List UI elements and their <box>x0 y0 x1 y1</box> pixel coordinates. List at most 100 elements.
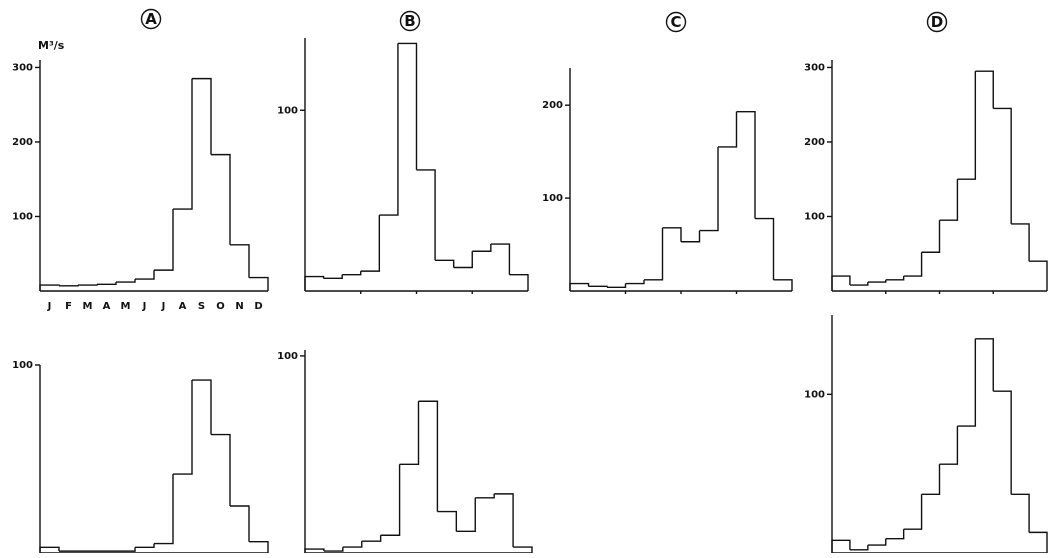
step-B-top-O <box>472 244 492 252</box>
step-B-top-N <box>490 243 511 275</box>
step-B-bottom-N <box>494 493 514 548</box>
step-A-top-O <box>211 153 231 245</box>
step-A-top-J <box>135 270 155 280</box>
step-A-top-A <box>97 282 117 285</box>
panel-letter-circle-A <box>140 8 162 30</box>
panel-B-top: 100 B <box>277 10 529 294</box>
panel-letter-B: B <box>404 12 415 30</box>
month-label-10: N <box>235 301 243 312</box>
step-D-bottom-S <box>975 338 994 392</box>
month-label-9: O <box>216 301 225 312</box>
step-B-top-J <box>304 275 325 291</box>
step-B-bottom-M <box>380 464 401 536</box>
y-tick-label-A-top-200: 200 <box>12 137 33 148</box>
step-D-bottom-J <box>939 426 959 465</box>
step-A-bottom-J <box>135 543 155 549</box>
step-C-top-J <box>681 230 701 243</box>
step-D-bottom-A <box>957 338 977 427</box>
step-D-top-M <box>903 252 923 277</box>
step-D-bottom-D <box>1029 531 1048 553</box>
panel-C-top: 100 200 C <box>542 11 793 294</box>
step-B-top-S <box>453 251 473 269</box>
panel-letter-D: D <box>931 13 943 31</box>
step-D-top-M <box>867 279 887 283</box>
step-C-top-A <box>625 279 645 285</box>
step-A-top-J <box>39 284 60 291</box>
step-C-top-J <box>662 227 682 242</box>
step-C-top-O <box>736 110 756 219</box>
step-C-top-A <box>699 146 719 232</box>
panel-A-bottom: 100 <box>12 360 269 554</box>
step-A-top-D <box>249 276 269 291</box>
y-tick-label-B-bottom-100: 100 <box>277 351 298 362</box>
step-B-bottom-J <box>304 548 325 553</box>
step-D-bottom-M <box>903 494 923 530</box>
step-B-bottom-J <box>399 401 420 466</box>
step-D-top-A <box>957 71 977 180</box>
labels-layer: M³/s <box>38 39 65 52</box>
step-B-bottom-D <box>513 546 533 553</box>
unit-label: M³/s <box>38 39 65 52</box>
step-A-top-S <box>192 77 212 155</box>
step-A-bottom-O <box>211 433 231 506</box>
month-label-6: J <box>161 301 166 312</box>
step-B-bottom-F <box>323 547 344 552</box>
month-label-2: M <box>83 301 93 312</box>
step-C-top-S <box>718 111 738 148</box>
step-A-bottom-J <box>39 546 60 553</box>
step-A-bottom-D <box>249 541 269 553</box>
month-label-7: A <box>179 301 187 312</box>
step-B-bottom-S <box>456 497 476 533</box>
step-D-top-N <box>1011 223 1030 262</box>
step-B-top-D <box>509 274 529 291</box>
y-tick-label-D-top-300: 300 <box>804 62 825 73</box>
step-D-top-A <box>885 276 905 281</box>
step-D-bottom-N <box>1011 493 1030 533</box>
y-tick-label-A-bottom-100: 100 <box>12 360 33 371</box>
month-label-5: J <box>142 301 147 312</box>
step-B-top-A <box>435 259 455 268</box>
step-D-bottom-O <box>993 390 1012 495</box>
step-D-bottom-J <box>921 464 941 495</box>
step-A-top-A <box>173 78 193 210</box>
step-B-top-J <box>416 169 436 261</box>
y-tick-label-A-top-100: 100 <box>12 211 33 222</box>
step-A-bottom-A <box>173 380 193 475</box>
y-tick-label-D-top-200: 200 <box>804 137 825 148</box>
panel-letter-A: A <box>145 10 157 28</box>
y-tick-label-C-top-200: 200 <box>542 100 563 111</box>
step-D-bottom-M <box>867 538 887 546</box>
step-D-bottom-F <box>849 545 869 551</box>
step-A-bottom-M <box>116 547 136 552</box>
month-label-4: M <box>121 301 131 312</box>
month-label-1: F <box>65 301 72 312</box>
month-label-8: S <box>198 301 205 312</box>
step-A-bottom-N <box>230 505 250 542</box>
step-B-top-J <box>397 42 418 170</box>
panel-letter-circle-D <box>926 11 948 33</box>
step-A-top-J <box>154 209 174 271</box>
step-C-top-M <box>607 283 627 288</box>
step-A-top-M <box>78 284 98 286</box>
step-A-bottom-S <box>192 379 212 435</box>
panel-D-bottom: 100 <box>804 315 1048 554</box>
step-D-top-O <box>993 107 1012 224</box>
month-label-11: D <box>254 301 262 312</box>
y-tick-label-C-top-100: 100 <box>542 193 563 204</box>
panel-B-bottom: 100 <box>277 350 533 554</box>
step-B-top-A <box>360 215 381 272</box>
step-B-bottom-A <box>361 535 382 542</box>
panel-letter-circle-C <box>665 11 687 33</box>
step-C-top-J <box>569 282 590 291</box>
step-D-bottom-J <box>831 539 851 553</box>
month-label-3: A <box>103 301 111 312</box>
step-B-bottom-M <box>342 541 363 548</box>
step-A-bottom-J <box>154 474 174 545</box>
step-A-top-F <box>59 285 79 287</box>
step-B-bottom-O <box>475 493 495 499</box>
month-label-0: J <box>47 301 52 312</box>
step-D-top-S <box>975 70 994 109</box>
step-D-bottom-A <box>885 529 905 540</box>
